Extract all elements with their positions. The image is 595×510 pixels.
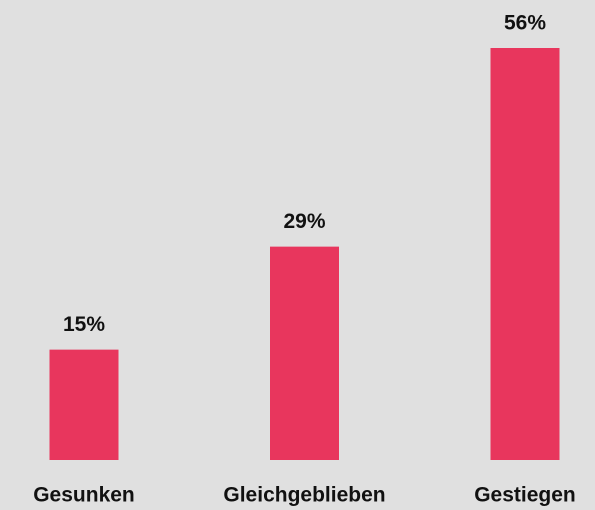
value-label: 56%: [504, 12, 546, 35]
bar: [49, 349, 119, 460]
value-label: 29%: [283, 210, 325, 233]
x-tick-label: Gesunken: [33, 484, 135, 507]
x-tick-label: Gleichgeblieben: [223, 484, 385, 507]
value-label: 15%: [63, 313, 105, 336]
bar: [490, 48, 560, 460]
x-tick-label: Gestiegen: [474, 484, 576, 507]
bar: [270, 246, 339, 460]
